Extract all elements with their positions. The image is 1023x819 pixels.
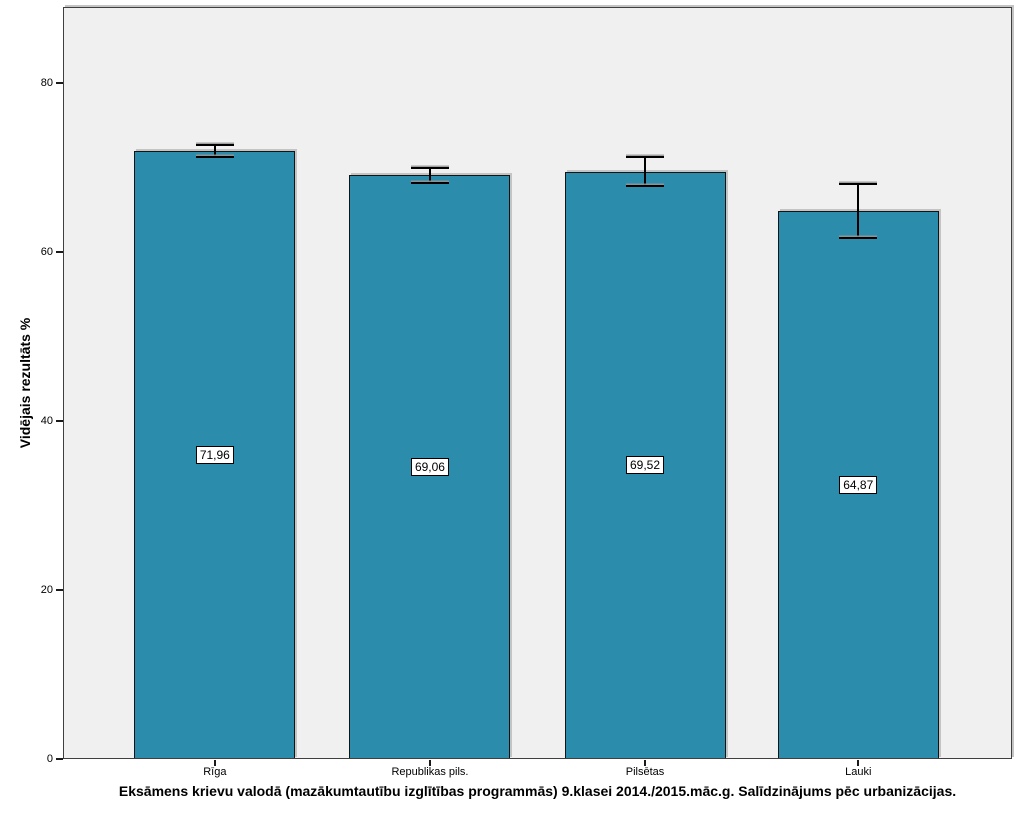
error-bar-cap-bottom xyxy=(195,155,234,158)
bar-value-label: 71,96 xyxy=(195,445,234,464)
error-bar-stem xyxy=(644,156,647,187)
y-tick xyxy=(56,82,63,85)
y-tick-label: 60 xyxy=(40,246,53,259)
y-tick-label: 0 xyxy=(46,753,53,765)
error-bar-stem xyxy=(428,167,431,184)
x-category-label: Republikas pils. xyxy=(391,766,469,778)
y-axis-label: Vidējais rezultāts % xyxy=(17,317,33,449)
error-bar-cap-top xyxy=(410,166,449,169)
error-bar-stem xyxy=(857,184,860,238)
y-tick xyxy=(56,589,63,591)
x-category-label: Rīga xyxy=(203,766,227,778)
error-bar-stem xyxy=(213,145,216,157)
error-bar-cap-top xyxy=(195,144,234,147)
bar-value-label: 64,87 xyxy=(839,475,878,494)
y-tick-label: 80 xyxy=(40,77,53,90)
y-tick xyxy=(56,758,63,760)
bar-value-label: 69,06 xyxy=(410,458,449,477)
chart-caption: Eksāmens krievu valodā (mazākumtautību i… xyxy=(118,783,957,799)
y-tick-label: 20 xyxy=(40,584,53,596)
plot-area: 0 20 40 60 80 71,96 69,06 69,52 64,87 xyxy=(41,7,1012,765)
x-category-label: Pilsētas xyxy=(625,766,665,778)
x-category-label: Lauki xyxy=(845,766,872,778)
error-bar-cap-top xyxy=(626,155,665,158)
x-tick xyxy=(857,760,860,766)
x-tick xyxy=(213,760,216,766)
error-bar-cap-top xyxy=(839,183,878,186)
x-tick xyxy=(428,760,431,766)
x-tick xyxy=(644,760,647,766)
y-tick xyxy=(56,251,63,254)
y-tick-label: 40 xyxy=(40,415,53,428)
y-tick xyxy=(56,420,63,423)
error-bar-cap-bottom xyxy=(410,182,449,185)
error-bar-cap-bottom xyxy=(839,236,878,239)
bar-value-label: 69,52 xyxy=(626,456,665,475)
error-bar-cap-bottom xyxy=(626,185,665,188)
